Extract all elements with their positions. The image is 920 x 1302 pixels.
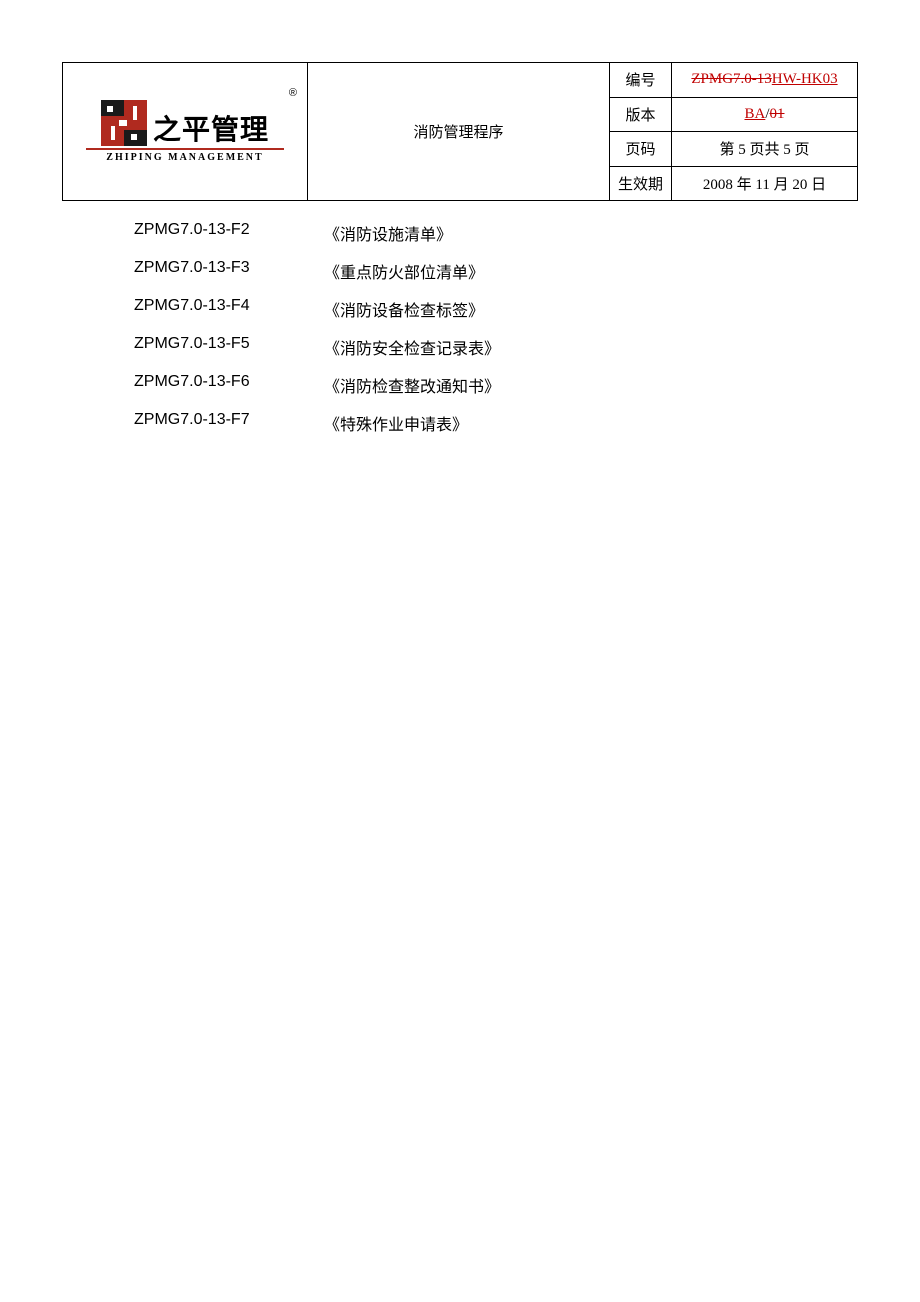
item-name: 《消防设施清单》 (324, 221, 452, 245)
item-name: 《消防检查整改通知书》 (324, 373, 500, 397)
code-inserted: HW-HK03 (772, 71, 838, 87)
item-code: ZPMG7.0-13-F4 (134, 297, 324, 321)
meta-label-page: 页码 (610, 132, 672, 167)
item-name: 《消防设备检查标签》 (324, 297, 484, 321)
header-table: ® (62, 62, 858, 201)
content-list: ZPMG7.0-13-F2 《消防设施清单》 ZPMG7.0-13-F3 《重点… (62, 221, 858, 435)
document-page: ® (0, 0, 920, 511)
item-code: ZPMG7.0-13-F7 (134, 411, 324, 435)
item-code: ZPMG7.0-13-F2 (134, 221, 324, 245)
logo-chinese-name: 之平管理 (153, 116, 269, 146)
logo-row: 之平管理 (101, 100, 269, 146)
item-name: 《消防安全检查记录表》 (324, 335, 500, 359)
logo-icon (101, 100, 147, 146)
registered-mark: ® (289, 87, 297, 99)
list-item: ZPMG7.0-13-F2 《消防设施清单》 (134, 221, 858, 245)
code-deleted: ZPMG7.0-13 (691, 71, 771, 87)
item-code: ZPMG7.0-13-F6 (134, 373, 324, 397)
logo-cell: ® (63, 63, 308, 201)
meta-label-version: 版本 (610, 97, 672, 132)
meta-label-effective: 生效期 (610, 166, 672, 201)
document-title: 消防管理程序 (308, 63, 610, 201)
logo-wrap: ® (63, 63, 307, 200)
list-item: ZPMG7.0-13-F7 《特殊作业申请表》 (134, 411, 858, 435)
meta-value-version: BA/01 (672, 97, 858, 132)
list-item: ZPMG7.0-13-F6 《消防检查整改通知书》 (134, 373, 858, 397)
logo-english-name: ZHIPING MANAGEMENT (86, 148, 284, 163)
item-name: 《重点防火部位清单》 (324, 259, 484, 283)
list-item: ZPMG7.0-13-F3 《重点防火部位清单》 (134, 259, 858, 283)
list-item: ZPMG7.0-13-F4 《消防设备检查标签》 (134, 297, 858, 321)
version-inserted: BA (744, 106, 765, 122)
meta-value-code: ZPMG7.0-13HW-HK03 (672, 63, 858, 98)
item-code: ZPMG7.0-13-F5 (134, 335, 324, 359)
meta-value-effective: 2008 年 11 月 20 日 (672, 166, 858, 201)
meta-label-code: 编号 (610, 63, 672, 98)
meta-value-page: 第 5 页共 5 页 (672, 132, 858, 167)
item-name: 《特殊作业申请表》 (324, 411, 468, 435)
item-code: ZPMG7.0-13-F3 (134, 259, 324, 283)
version-deleted: 01 (770, 106, 785, 122)
list-item: ZPMG7.0-13-F5 《消防安全检查记录表》 (134, 335, 858, 359)
